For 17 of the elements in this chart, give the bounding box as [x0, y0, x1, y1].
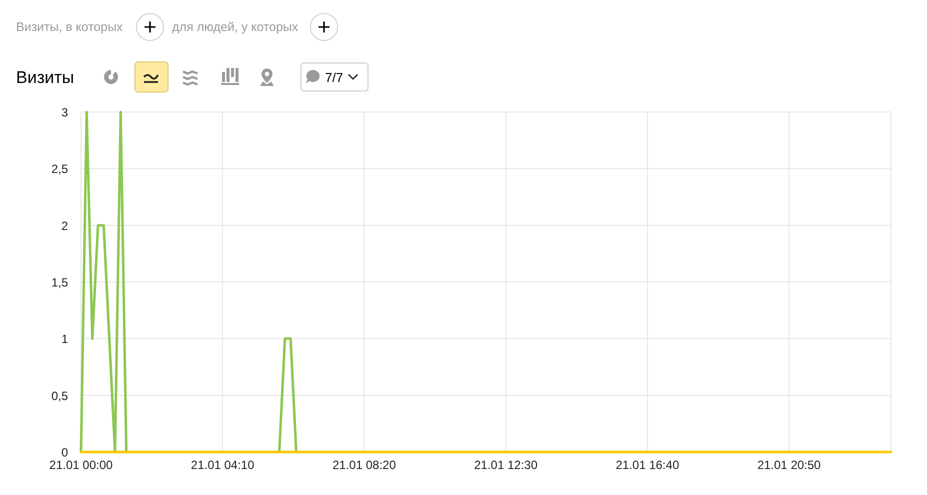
x-tick-label: 21.01 00:00 — [49, 458, 114, 472]
dropdown: 7/7 — [300, 62, 368, 92]
x-tick-label: 21.01 16:40 — [616, 458, 680, 472]
x-tick-label: 21.01 12:30 — [474, 458, 538, 472]
y-tick-label: 0 — [61, 446, 68, 460]
y-tick-label: 1,5 — [51, 276, 68, 290]
y-tick-label: 0,5 — [51, 388, 68, 403]
y-tick-label: 2,5 — [51, 162, 68, 176]
text: Визиты, в которых — [16, 20, 124, 34]
x-tick-label: 21.01 08:20 — [332, 458, 396, 472]
y-tick-label: 1 — [61, 332, 68, 346]
y-tick-label: 2 — [61, 218, 68, 233]
chart-title: Визиты — [16, 68, 74, 87]
y-tick-label: 3 — [61, 106, 68, 120]
x-tick-label: 21.01 20:50 — [757, 458, 822, 472]
text: для людей, у которых — [172, 20, 299, 34]
x-tick-label: 21.01 04:10 — [190, 458, 255, 472]
